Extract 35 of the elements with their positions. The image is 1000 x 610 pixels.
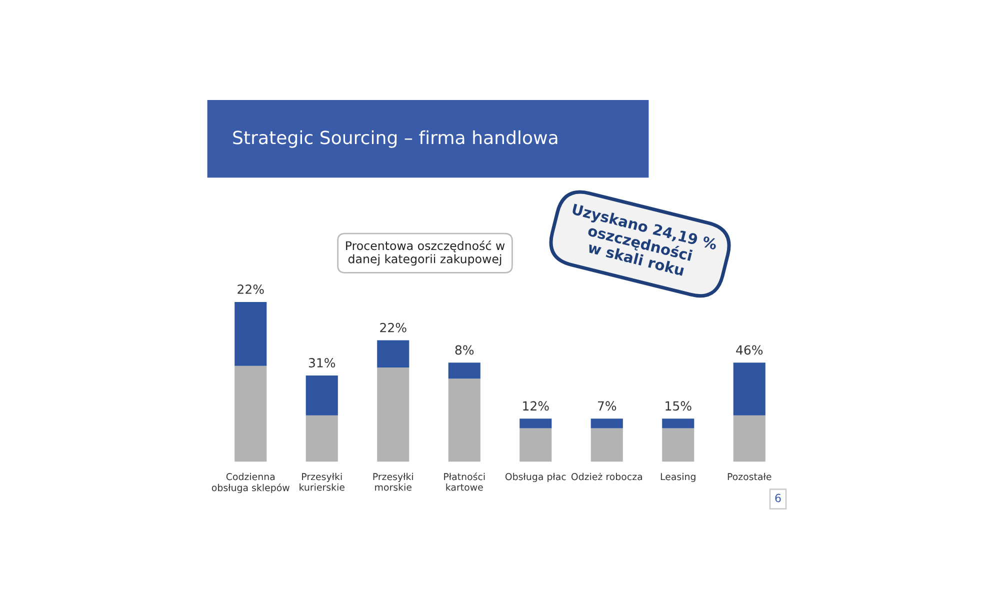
annotation: 8% <box>455 345 474 355</box>
x-tick-label: Leasing <box>660 472 696 482</box>
bar <box>520 418 552 428</box>
x-tick-label: Przesyłki morskie <box>373 472 413 491</box>
x-tick-label: Codzienna obsługa sklepów <box>212 472 290 494</box>
bar <box>448 362 480 379</box>
annotation: 15% <box>666 401 692 411</box>
x-tick-label: Przesyłki kurierskie <box>300 472 344 491</box>
bar <box>733 362 766 416</box>
bar <box>234 366 267 462</box>
annotation: 22% <box>380 322 406 332</box>
bar <box>590 428 623 462</box>
x-tick-label: Obsługa płac <box>505 472 566 482</box>
bar <box>377 340 410 368</box>
bar <box>662 418 694 428</box>
x-tick-label: Pozostałe <box>728 472 772 480</box>
annotation: 31% <box>308 358 336 368</box>
x-tick-label: Płatności kartowe <box>444 472 485 491</box>
bar <box>662 428 694 462</box>
bar <box>520 428 552 462</box>
chart-title: Strategic Sourcing – firma handlowa <box>233 130 558 148</box>
annotation: 22% <box>238 284 264 294</box>
bar <box>234 302 267 366</box>
bar <box>306 375 338 416</box>
annotation: 46% <box>736 345 763 355</box>
text: Procentowa oszczędność w danej kategorii zakupowej <box>346 240 505 266</box>
text: 6 <box>775 494 781 502</box>
bar <box>377 367 410 462</box>
annotation: 12% <box>523 401 549 411</box>
bar <box>448 378 480 462</box>
bar <box>733 415 766 462</box>
x-tick-label: Odzież robocza <box>571 472 642 480</box>
bar <box>306 415 338 462</box>
bar <box>590 418 623 428</box>
annotation: 7% <box>598 401 616 411</box>
